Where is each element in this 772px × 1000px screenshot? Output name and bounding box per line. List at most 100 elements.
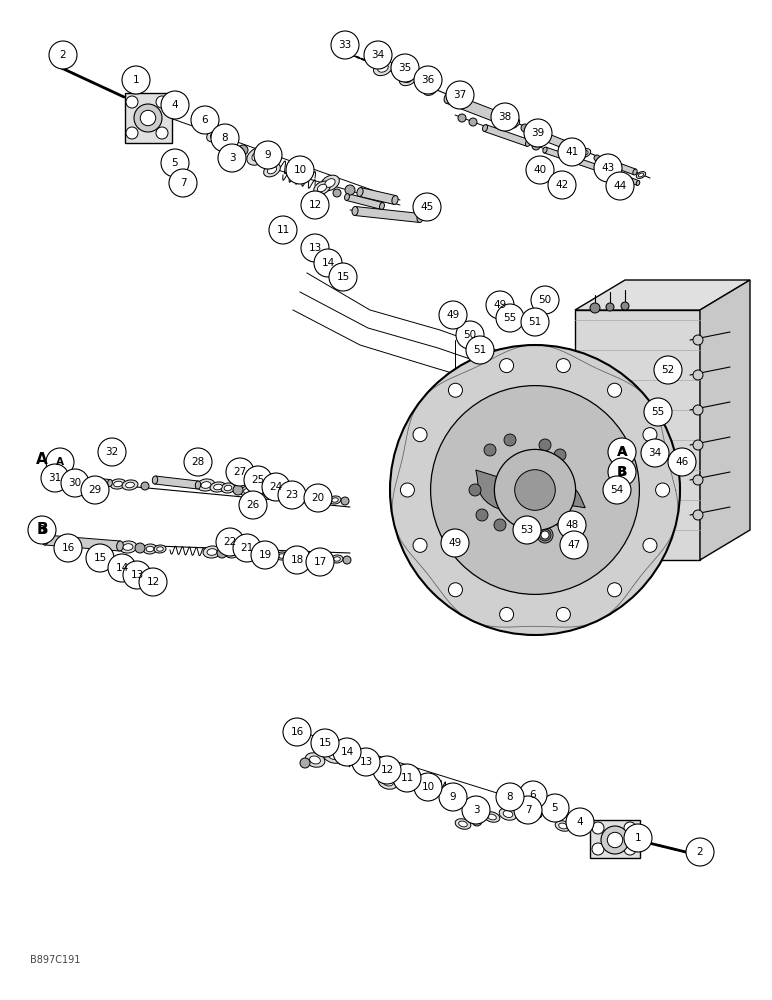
Polygon shape xyxy=(476,470,554,512)
Ellipse shape xyxy=(528,810,542,818)
Circle shape xyxy=(509,504,521,516)
Ellipse shape xyxy=(236,550,248,558)
Text: 10: 10 xyxy=(422,782,435,792)
Text: 22: 22 xyxy=(223,537,237,547)
Circle shape xyxy=(504,474,516,486)
Circle shape xyxy=(211,124,239,152)
Ellipse shape xyxy=(526,140,530,146)
Text: 24: 24 xyxy=(269,482,283,492)
Circle shape xyxy=(644,398,672,426)
Circle shape xyxy=(519,781,547,809)
Circle shape xyxy=(693,335,703,345)
Circle shape xyxy=(413,428,427,442)
Circle shape xyxy=(216,528,244,556)
Text: 37: 37 xyxy=(453,90,466,100)
Text: 49: 49 xyxy=(446,310,459,320)
Circle shape xyxy=(352,748,380,776)
Text: 13: 13 xyxy=(130,570,144,580)
Circle shape xyxy=(439,783,467,811)
Ellipse shape xyxy=(197,479,215,491)
Circle shape xyxy=(244,466,272,494)
Circle shape xyxy=(54,534,82,562)
Circle shape xyxy=(592,822,604,834)
Circle shape xyxy=(320,495,330,505)
Circle shape xyxy=(513,516,541,544)
Circle shape xyxy=(693,405,703,415)
Ellipse shape xyxy=(211,131,219,139)
Circle shape xyxy=(333,189,341,197)
Ellipse shape xyxy=(152,476,157,484)
Circle shape xyxy=(554,449,566,461)
Text: B: B xyxy=(38,525,46,535)
Text: 12: 12 xyxy=(381,765,394,775)
Ellipse shape xyxy=(123,544,133,550)
Text: 3: 3 xyxy=(472,805,479,815)
Ellipse shape xyxy=(224,485,232,491)
Ellipse shape xyxy=(531,812,539,816)
Circle shape xyxy=(45,465,55,475)
Ellipse shape xyxy=(244,488,252,494)
Ellipse shape xyxy=(322,747,346,763)
Text: 55: 55 xyxy=(652,407,665,417)
Ellipse shape xyxy=(119,541,137,553)
Ellipse shape xyxy=(612,172,616,176)
Circle shape xyxy=(557,607,571,621)
Ellipse shape xyxy=(59,476,64,482)
Text: 28: 28 xyxy=(191,457,205,467)
Circle shape xyxy=(251,541,279,569)
Ellipse shape xyxy=(352,207,358,215)
Ellipse shape xyxy=(225,548,239,558)
Circle shape xyxy=(526,156,554,184)
Ellipse shape xyxy=(311,496,319,502)
Circle shape xyxy=(141,110,156,126)
Text: A: A xyxy=(56,457,64,467)
Circle shape xyxy=(341,497,349,505)
Text: B: B xyxy=(36,522,48,538)
Text: 1: 1 xyxy=(133,75,139,85)
Ellipse shape xyxy=(426,87,434,93)
Ellipse shape xyxy=(378,775,398,789)
Circle shape xyxy=(558,511,586,539)
Ellipse shape xyxy=(264,163,280,177)
Circle shape xyxy=(524,119,552,147)
Circle shape xyxy=(248,550,256,558)
Circle shape xyxy=(98,438,126,466)
Text: 14: 14 xyxy=(321,258,334,268)
Circle shape xyxy=(345,185,355,195)
Ellipse shape xyxy=(146,546,154,552)
Circle shape xyxy=(559,479,571,491)
Circle shape xyxy=(641,439,669,467)
Circle shape xyxy=(514,796,542,824)
Ellipse shape xyxy=(444,93,452,103)
Circle shape xyxy=(654,356,682,384)
Ellipse shape xyxy=(308,494,322,504)
Ellipse shape xyxy=(403,75,413,83)
Text: 16: 16 xyxy=(290,727,303,737)
Circle shape xyxy=(532,142,540,150)
Ellipse shape xyxy=(276,552,288,560)
Ellipse shape xyxy=(225,139,232,145)
Circle shape xyxy=(233,485,243,495)
Ellipse shape xyxy=(126,482,134,488)
Text: 5: 5 xyxy=(552,803,558,813)
Polygon shape xyxy=(354,207,421,222)
Text: 50: 50 xyxy=(538,295,551,305)
Text: 12: 12 xyxy=(308,200,322,210)
Ellipse shape xyxy=(110,479,126,489)
Ellipse shape xyxy=(207,128,223,142)
Circle shape xyxy=(608,383,621,397)
Polygon shape xyxy=(511,478,585,508)
Circle shape xyxy=(301,234,329,262)
Text: 10: 10 xyxy=(293,165,306,175)
Circle shape xyxy=(494,449,576,531)
Text: 3: 3 xyxy=(229,153,235,163)
Circle shape xyxy=(554,514,566,526)
Ellipse shape xyxy=(636,172,645,178)
Text: 46: 46 xyxy=(676,457,689,467)
Circle shape xyxy=(592,843,604,855)
Polygon shape xyxy=(62,476,110,486)
Ellipse shape xyxy=(332,498,338,502)
Circle shape xyxy=(329,263,357,291)
Text: 16: 16 xyxy=(62,543,75,553)
Circle shape xyxy=(594,154,622,182)
